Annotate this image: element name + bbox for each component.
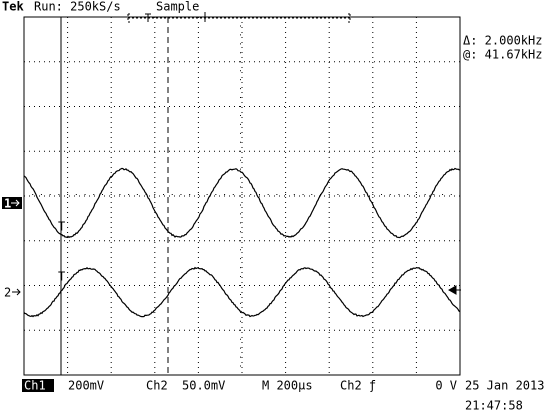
record-bracket — [128, 14, 350, 22]
trigger-level: 0 V — [435, 379, 457, 393]
ch1-marker: 1 — [4, 197, 11, 211]
brand: Tek — [2, 0, 24, 14]
timebase: M 200µs — [262, 379, 313, 393]
page: {"header": {"brand": "Tek", "status": "R… — [0, 0, 560, 420]
graticule — [24, 17, 460, 375]
cursor-tag: T — [58, 220, 65, 234]
ch2-arrow — [12, 289, 20, 295]
ch1-label: Ch1 — [24, 379, 46, 393]
acquisition-status: Run: 250kS/s — [34, 0, 121, 14]
trigger-source: Ch2 ƒ — [340, 379, 376, 393]
cursor-tag: T — [58, 270, 65, 284]
ch1-scale: 200mV — [68, 379, 104, 393]
date: 25 Jan 2013 — [465, 379, 544, 393]
ch2-scale: 50.0mV — [182, 379, 225, 393]
trigger-level-marker — [449, 286, 461, 294]
cursor-frequency: @: 41.67kHz — [463, 48, 542, 62]
acquisition-mode: Sample — [156, 0, 199, 14]
time: 21:47:58 — [465, 399, 523, 413]
ch2-label: Ch2 — [146, 379, 168, 393]
ch2-marker: 2 — [4, 286, 11, 300]
scope-screen: Tek Run: 250kS/s Sample Δ: 2.000kHz @: 4… — [0, 0, 560, 420]
cursor-delta: Δ: 2.000kHz — [463, 34, 542, 48]
